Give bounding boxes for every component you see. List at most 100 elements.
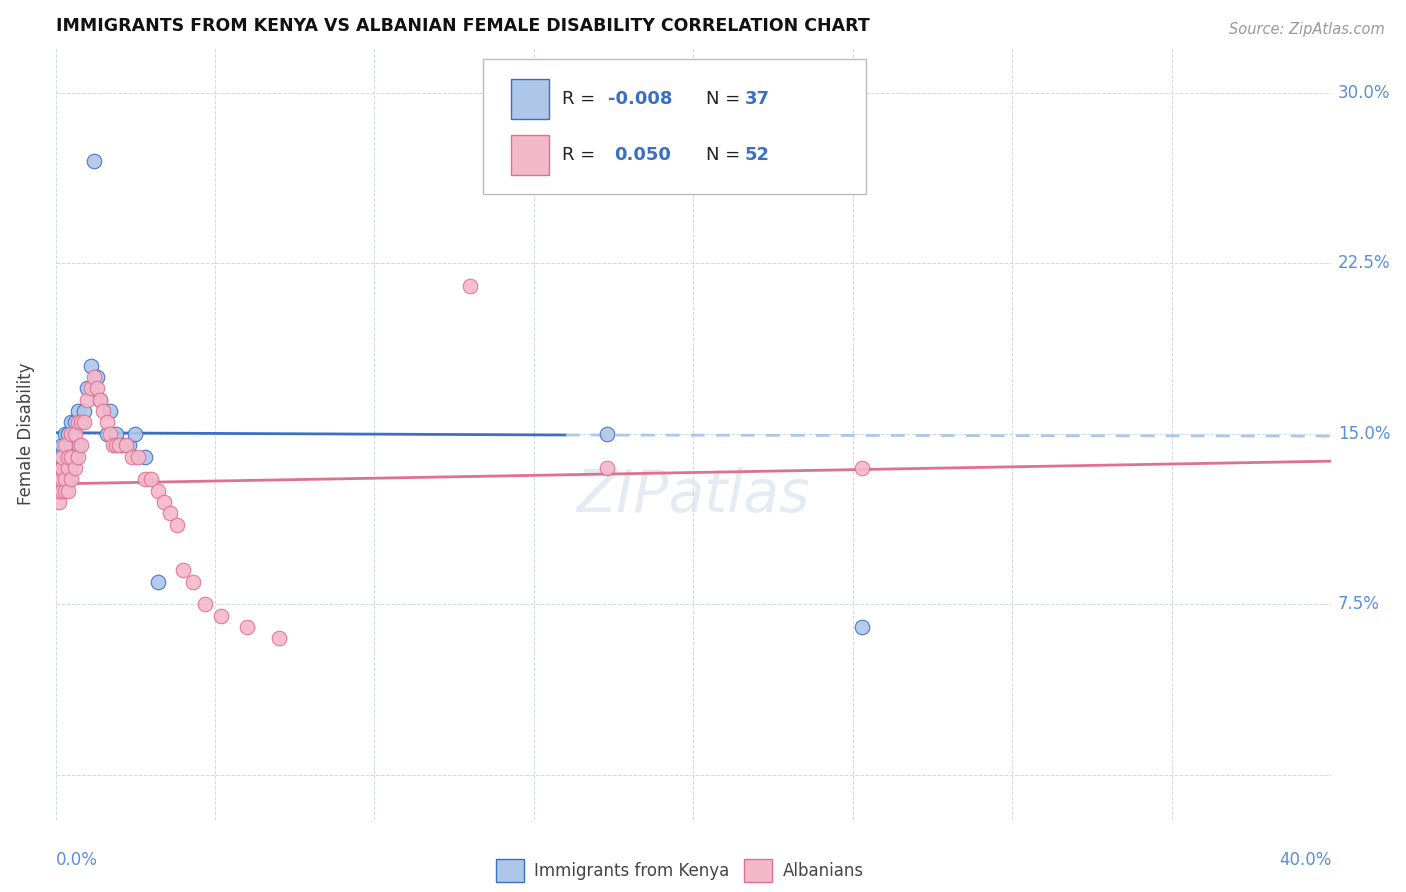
Point (96, 426, 118, 441)
Bar (496, 859, 523, 882)
Point (60, 438, 83, 452)
Point (51, 472, 73, 486)
Text: 37: 37 (744, 90, 769, 108)
Text: 0.050: 0.050 (614, 145, 671, 164)
Point (114, 438, 136, 452)
Point (51, 450, 73, 464)
Point (73, 416, 96, 430)
Point (48, 461, 70, 475)
Point (89, 392, 111, 407)
Point (76, 381, 98, 395)
Point (70, 416, 93, 430)
Point (60, 461, 83, 475)
Point (73, 404, 96, 418)
Point (51, 483, 73, 498)
Point (166, 517, 188, 532)
Point (596, 426, 619, 441)
Point (58, 450, 80, 464)
Point (51, 450, 73, 464)
Text: 30.0%: 30.0% (1337, 84, 1391, 102)
Point (60, 450, 83, 464)
Point (48, 450, 70, 464)
Text: 15.0%: 15.0% (1337, 425, 1391, 442)
Bar (744, 859, 772, 882)
Point (53, 472, 76, 486)
Text: ZIPatlas: ZIPatlas (576, 467, 810, 524)
Text: Immigrants from Kenya: Immigrants from Kenya (534, 862, 730, 880)
Point (141, 472, 163, 486)
Point (60, 426, 83, 441)
Point (58, 450, 80, 464)
Point (159, 507, 181, 521)
Text: Source: ZipAtlas.com: Source: ZipAtlas.com (1229, 22, 1385, 37)
Point (236, 620, 259, 634)
Text: 7.5%: 7.5% (1337, 595, 1379, 614)
Point (267, 632, 290, 646)
Point (458, 279, 481, 293)
Point (134, 472, 156, 486)
Point (194, 598, 217, 612)
Text: -0.008: -0.008 (607, 90, 672, 108)
Point (209, 608, 232, 623)
Point (66, 404, 89, 418)
Point (58, 461, 80, 475)
Point (134, 450, 156, 464)
Point (108, 438, 131, 452)
Point (48, 472, 70, 486)
Point (48, 495, 70, 509)
Point (66, 416, 89, 430)
Point (124, 426, 146, 441)
Point (172, 563, 194, 577)
Point (96, 416, 118, 430)
Point (83, 154, 105, 169)
Point (93, 404, 115, 418)
Text: IMMIGRANTS FROM KENYA VS ALBANIAN FEMALE DISABILITY CORRELATION CHART: IMMIGRANTS FROM KENYA VS ALBANIAN FEMALE… (55, 17, 869, 35)
Text: Albanians: Albanians (783, 862, 863, 880)
Point (63, 416, 86, 430)
Point (58, 472, 80, 486)
Point (63, 461, 86, 475)
Point (98, 426, 121, 441)
Point (851, 620, 873, 634)
Point (60, 416, 83, 430)
Text: 52: 52 (744, 145, 769, 164)
Point (86, 370, 108, 384)
Y-axis label: Female Disability: Female Disability (17, 363, 35, 505)
Point (70, 438, 93, 452)
Text: R =: R = (562, 90, 600, 108)
Bar (510, 79, 550, 120)
Point (596, 461, 619, 475)
Point (101, 438, 124, 452)
Point (51, 461, 73, 475)
Point (51, 472, 73, 486)
Point (181, 574, 204, 589)
Point (851, 461, 873, 475)
Point (53, 483, 76, 498)
FancyBboxPatch shape (482, 59, 866, 194)
Point (66, 450, 89, 464)
Point (118, 438, 141, 452)
Text: 22.5%: 22.5% (1337, 254, 1391, 272)
Text: 0.0%: 0.0% (55, 851, 97, 870)
Point (79, 381, 101, 395)
Point (51, 438, 73, 452)
Text: N =: N = (706, 90, 747, 108)
Point (53, 438, 76, 452)
Point (53, 472, 76, 486)
Point (105, 438, 128, 452)
Point (105, 426, 128, 441)
Point (70, 416, 93, 430)
Point (63, 450, 86, 464)
Point (153, 495, 176, 509)
Point (83, 370, 105, 384)
Point (121, 450, 143, 464)
Point (58, 483, 80, 498)
Point (146, 574, 169, 589)
Text: N =: N = (706, 145, 747, 164)
Point (89, 392, 111, 407)
Point (66, 438, 89, 452)
Point (86, 381, 108, 395)
Point (79, 359, 101, 373)
Point (48, 472, 70, 486)
Point (63, 426, 86, 441)
